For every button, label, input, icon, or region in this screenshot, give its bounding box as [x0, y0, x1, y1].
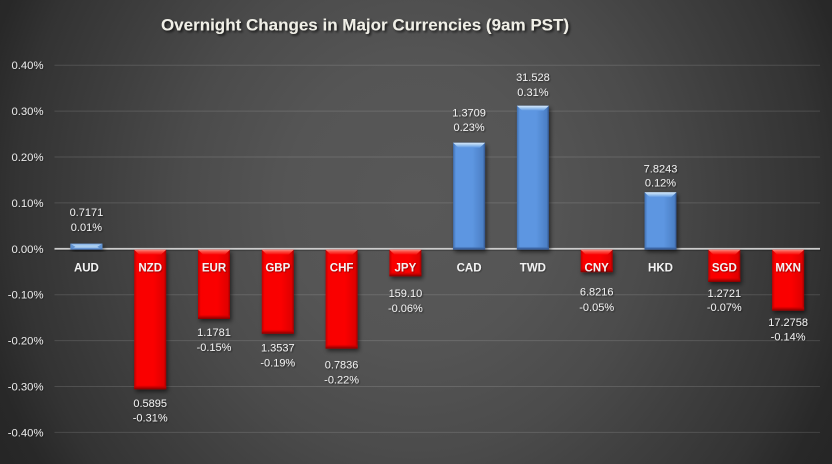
svg-text:-0.15%: -0.15% — [197, 342, 232, 354]
svg-text:-0.20%: -0.20% — [8, 336, 44, 348]
svg-text:159.10: 159.10 — [389, 288, 423, 300]
svg-text:0.5895: 0.5895 — [133, 398, 167, 410]
svg-text:SGD: SGD — [712, 262, 737, 274]
svg-text:0.12%: 0.12% — [645, 178, 676, 190]
svg-text:31.528: 31.528 — [516, 72, 550, 84]
svg-text:0.01%: 0.01% — [71, 222, 102, 234]
svg-text:0.40%: 0.40% — [11, 60, 43, 72]
svg-text:0.31%: 0.31% — [517, 87, 548, 99]
svg-text:GBP: GBP — [265, 262, 290, 274]
svg-text:0.23%: 0.23% — [453, 122, 484, 134]
svg-text:0.10%: 0.10% — [11, 198, 43, 210]
svg-text:-0.22%: -0.22% — [324, 374, 359, 386]
svg-text:CHF: CHF — [330, 262, 354, 274]
svg-text:-0.10%: -0.10% — [8, 290, 44, 302]
svg-text:0.00%: 0.00% — [11, 244, 43, 256]
svg-text:-0.19%: -0.19% — [260, 358, 295, 370]
svg-text:MXN: MXN — [775, 262, 801, 274]
svg-text:1.3537: 1.3537 — [261, 343, 295, 355]
svg-text:1.2721: 1.2721 — [707, 288, 741, 300]
svg-text:6.8216: 6.8216 — [580, 286, 614, 298]
svg-text:-0.05%: -0.05% — [579, 302, 614, 314]
svg-text:17.2758: 17.2758 — [768, 317, 808, 329]
svg-text:CAD: CAD — [457, 262, 482, 274]
svg-text:NZD: NZD — [138, 262, 162, 274]
svg-text:1.1781: 1.1781 — [197, 327, 231, 339]
svg-text:-0.07%: -0.07% — [707, 302, 742, 314]
svg-text:Overnight Changes in Major Cur: Overnight Changes in Major Currencies (9… — [161, 16, 569, 35]
svg-text:0.7836: 0.7836 — [325, 360, 359, 372]
svg-text:-0.30%: -0.30% — [8, 382, 44, 394]
svg-text:HKD: HKD — [648, 262, 673, 274]
svg-text:AUD: AUD — [74, 262, 99, 274]
svg-text:0.7171: 0.7171 — [70, 207, 104, 219]
svg-text:-0.14%: -0.14% — [771, 332, 806, 344]
svg-text:0.20%: 0.20% — [11, 152, 43, 164]
svg-text:0.30%: 0.30% — [11, 106, 43, 118]
svg-text:JPY: JPY — [395, 262, 417, 274]
svg-text:-0.40%: -0.40% — [8, 427, 44, 439]
svg-text:EUR: EUR — [202, 262, 227, 274]
svg-text:1.3709: 1.3709 — [452, 107, 486, 119]
svg-text:-0.31%: -0.31% — [133, 413, 168, 425]
svg-text:TWD: TWD — [520, 262, 546, 274]
svg-text:7.8243: 7.8243 — [644, 164, 678, 176]
svg-text:CNY: CNY — [585, 262, 610, 274]
svg-text:-0.06%: -0.06% — [388, 303, 423, 315]
